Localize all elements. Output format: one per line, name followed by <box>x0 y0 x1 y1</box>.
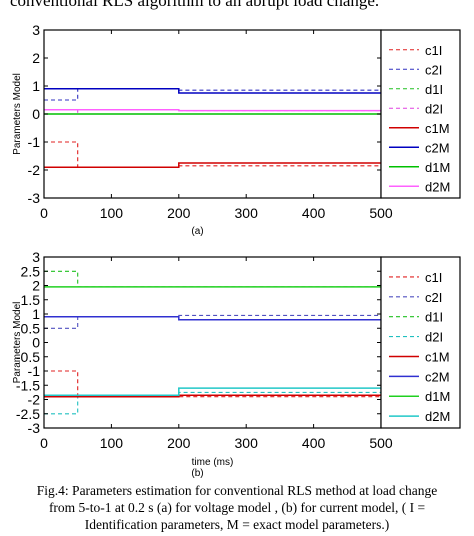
chart-a: 0 100 200 300 400 500 -3 -2 -1 0 1 2 3 Parameters Mod… <box>12 22 461 237</box>
legend-label-c2M: c2M <box>425 140 450 155</box>
series-line-d2I <box>44 391 381 415</box>
y-tick-label-0: 0 <box>32 106 40 122</box>
y-tick-label-2: 2 <box>32 50 40 66</box>
caption-line-1: Fig.4: Parameters estimation for convent… <box>36 483 438 498</box>
y-tick-label--2.5: -2.5 <box>16 406 40 422</box>
y-tick-label-1.5: 1.5 <box>21 292 41 308</box>
plot-area <box>44 88 381 168</box>
x-tick-label-100: 100 <box>100 205 124 221</box>
legend-label-d1I: d1I <box>425 82 443 97</box>
series-line-d2M <box>44 109 381 112</box>
y-tick-label-0.5: 0.5 <box>21 320 41 336</box>
legend-label-d2M: d2M <box>425 409 450 424</box>
x-tick-label-200: 200 <box>167 435 191 451</box>
series-line-c1M <box>44 162 381 168</box>
legend-label-c2M: c2M <box>425 369 450 384</box>
x-tick-label-400: 400 <box>302 435 326 451</box>
y-tick-label-1: 1 <box>32 306 40 322</box>
series-line-c2I <box>44 88 381 101</box>
y-tick-label--1: -1 <box>28 134 41 150</box>
series-line-c1M <box>44 394 381 398</box>
x-tick-label-100: 100 <box>100 435 124 451</box>
x-tick-label-500: 500 <box>369 435 393 451</box>
y-tick-label--1: -1 <box>28 363 41 379</box>
x-tick-label-0: 0 <box>40 435 48 451</box>
legend-label-c1I: c1I <box>425 270 442 285</box>
x-tick-label-300: 300 <box>235 205 259 221</box>
legend-label-c2I: c2I <box>425 290 442 305</box>
series-line-c2I <box>44 314 381 329</box>
x-tick-label-0: 0 <box>40 205 48 221</box>
legend-label-d2M: d2M <box>425 179 450 194</box>
x-axis-label: time (ms) <box>192 457 234 468</box>
y-tick-label-2: 2 <box>32 278 40 294</box>
y-tick-label--2: -2 <box>28 392 41 408</box>
y-tick-label--2: -2 <box>28 162 41 178</box>
caption-line-2: from 5-to-1 at 0.2 s (a) for voltage mod… <box>48 500 426 515</box>
y-tick-label-0: 0 <box>32 335 40 351</box>
legend-label-d1M: d1M <box>425 160 450 175</box>
legend-label-d2I: d2I <box>425 101 443 116</box>
panel-label: (b) <box>191 468 203 479</box>
x-tick-label-500: 500 <box>369 205 393 221</box>
x-tick-label-300: 300 <box>235 435 259 451</box>
legend-label-c1I: c1I <box>425 43 442 58</box>
series-line-d2M <box>44 387 381 396</box>
legend-label-d2I: d2I <box>425 330 443 345</box>
series-line-d1I <box>44 270 381 288</box>
legend-box <box>380 256 461 429</box>
legend-box <box>380 29 461 199</box>
axes-frame <box>43 256 382 429</box>
panel-label: (a) <box>191 226 203 237</box>
x-tick-label-400: 400 <box>302 205 326 221</box>
header-text-fragment: conventional RLS algorithm to an abrupt … <box>10 0 380 10</box>
y-axis-label: Parameters Model <box>12 302 23 384</box>
legend-label-c1M: c1M <box>425 121 450 136</box>
y-tick-label--1.5: -1.5 <box>16 377 40 393</box>
plot-area <box>44 270 381 415</box>
y-axis-label: Parameters Model <box>12 73 23 155</box>
caption-line-3: Identification parameters, M = exact mod… <box>84 517 390 532</box>
series-line-c1I <box>44 141 381 168</box>
y-tick-label--3: -3 <box>28 420 41 436</box>
x-tick-label-200: 200 <box>167 205 191 221</box>
figure-caption: Fig.4: Parameters estimation for convent… <box>0 482 474 533</box>
y-tick-label-1: 1 <box>32 78 40 94</box>
series-line-c2M <box>44 88 381 94</box>
y-tick-label--3: -3 <box>28 190 41 206</box>
legend-label-d1I: d1I <box>425 310 443 325</box>
series-line-c2M <box>44 316 381 321</box>
y-tick-label-3: 3 <box>32 250 40 265</box>
legend-label-d1M: d1M <box>425 389 450 404</box>
y-tick-label-3: 3 <box>32 22 40 38</box>
legend-label-c1M: c1M <box>425 349 450 364</box>
legend-label-c2I: c2I <box>425 62 442 77</box>
chart-b: 0 100 200 300 400 500-3-2.5-2-1.5-1-0.500.511… <box>12 250 461 479</box>
y-tick-label--0.5: -0.5 <box>16 349 40 365</box>
y-tick-label-2.5: 2.5 <box>21 263 41 279</box>
